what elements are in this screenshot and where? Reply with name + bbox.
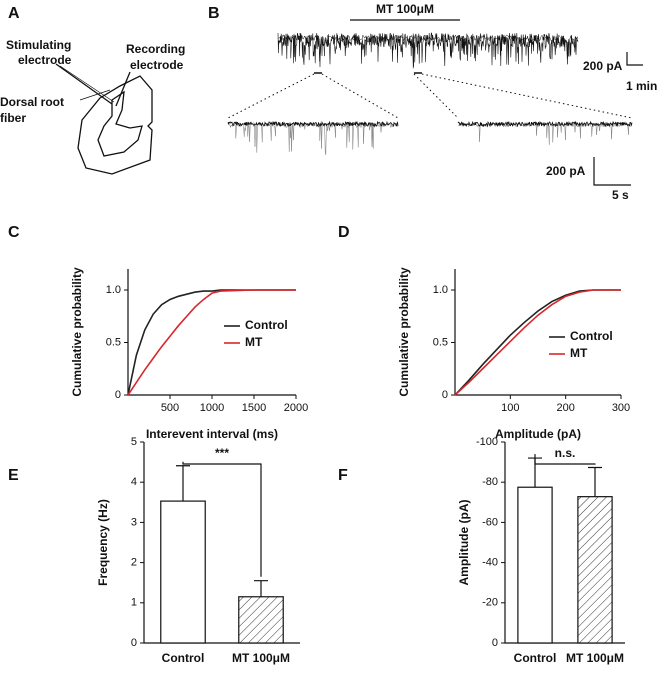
- trace: [457, 120, 633, 128]
- line: [454, 289, 621, 396]
- y-tick-label: -100: [476, 436, 498, 448]
- y-tick-label: -80: [482, 476, 498, 488]
- y-tick-label: 0.5: [106, 336, 121, 348]
- x-tick-label: 2000: [284, 402, 308, 414]
- panel-label: A: [8, 5, 20, 22]
- annotation: ***: [215, 446, 229, 460]
- line: [127, 289, 296, 396]
- x-tick-label: 1500: [242, 402, 266, 414]
- legend-label: Control: [570, 329, 613, 343]
- y-tick-label: 1.0: [106, 284, 121, 296]
- y-tick-label: 5: [131, 436, 137, 448]
- y-axis-label: Amplitude (pA): [457, 500, 471, 586]
- legend-label: MT: [570, 346, 588, 360]
- label: electrode: [130, 58, 184, 72]
- bar: [517, 486, 553, 644]
- scale-label: 200 pA: [546, 164, 586, 178]
- x-tick-label: 500: [161, 402, 179, 414]
- y-axis-label: Cumulative probability: [397, 267, 411, 397]
- y-tick-label: 4: [131, 476, 137, 488]
- x-axis-label: Amplitude (pA): [495, 427, 581, 441]
- x-tick-label: MT 100μM: [566, 651, 624, 665]
- label: Dorsal root: [0, 95, 64, 109]
- bar: [577, 496, 613, 644]
- significance-bracket: [182, 461, 262, 577]
- y-tick-label: -60: [482, 516, 498, 528]
- x-tick-label: 300: [612, 402, 630, 414]
- panel-label: D: [338, 224, 350, 241]
- line: [127, 289, 296, 396]
- label: electrode: [18, 53, 72, 67]
- label: fiber: [0, 111, 26, 125]
- spinal-cord-diagram: [55, 63, 153, 175]
- y-tick-label: 2: [131, 557, 137, 569]
- error-bar: [176, 465, 190, 502]
- x-axis-label: Interevent interval (ms): [146, 427, 278, 441]
- y-axis-label: Cumulative probability: [70, 267, 84, 397]
- y-tick-label: 0.5: [433, 336, 448, 348]
- panel-label: E: [8, 467, 19, 484]
- line: [454, 289, 621, 396]
- panel-label: F: [338, 467, 348, 484]
- y-tick-label: -20: [482, 597, 498, 609]
- y-tick-label: 1: [131, 597, 137, 609]
- y-tick-label: 1.0: [433, 284, 448, 296]
- x-tick-label: 100: [501, 402, 519, 414]
- y-tick-label: 3: [131, 516, 137, 528]
- scale-bar: [626, 52, 643, 66]
- y-tick-label: 0: [131, 637, 137, 649]
- label: Recording: [126, 42, 185, 56]
- scale-bar: [593, 157, 631, 186]
- trace: [277, 32, 579, 68]
- y-tick-label: 0: [492, 637, 498, 649]
- scale-label: 1 min: [626, 79, 657, 93]
- trace: [227, 120, 399, 128]
- bar: [238, 596, 284, 644]
- y-axis-label: Frequency (Hz): [96, 499, 110, 586]
- zoom-guides: [227, 73, 633, 119]
- x-tick-label: Control: [162, 651, 205, 665]
- annotation: n.s.: [555, 446, 576, 460]
- trace: [227, 121, 399, 156]
- error-bar: [254, 580, 268, 597]
- drug-label: MT 100μM: [376, 2, 434, 16]
- x-tick-label: 1000: [200, 402, 224, 414]
- trace: [277, 34, 579, 69]
- label: Stimulating: [6, 38, 71, 52]
- legend-label: Control: [245, 318, 288, 332]
- x-tick-label: Control: [514, 651, 557, 665]
- scale-label: 200 pA: [583, 59, 623, 73]
- bar: [160, 500, 206, 644]
- error-bar: [588, 466, 602, 497]
- x-tick-label: MT 100μM: [232, 651, 290, 665]
- scale-label: 5 s: [612, 188, 629, 202]
- x-tick-label: 200: [556, 402, 574, 414]
- y-tick-label: 0: [442, 389, 448, 401]
- y-tick-label: -40: [482, 557, 498, 569]
- panel-label: B: [208, 5, 220, 22]
- significance-bracket: [534, 454, 596, 465]
- y-tick-label: 0: [115, 389, 121, 401]
- legend-label: MT: [245, 335, 263, 349]
- panel-label: C: [8, 224, 20, 241]
